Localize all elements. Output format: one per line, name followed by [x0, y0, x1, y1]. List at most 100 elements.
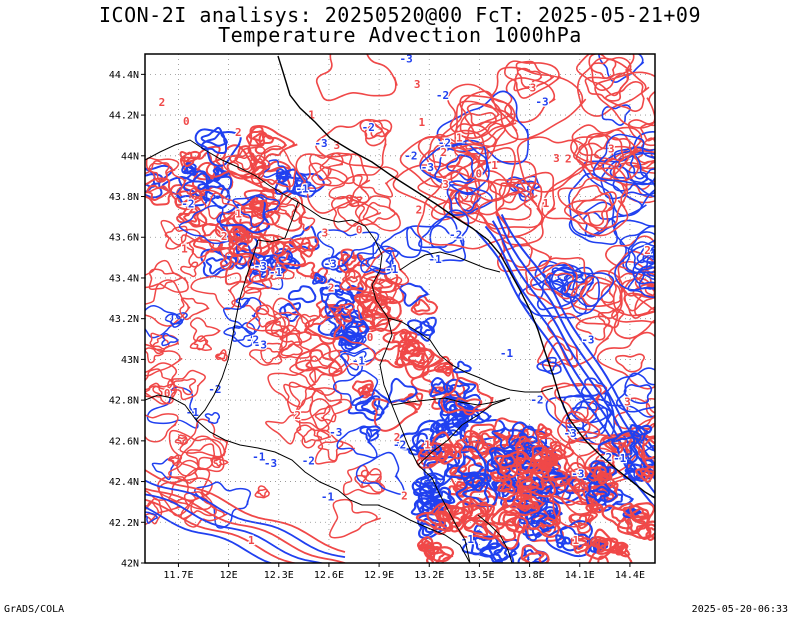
- cold-advection-contour: [601, 104, 632, 126]
- cold-advection-contour: [432, 381, 447, 395]
- warm-advection-contour: [360, 286, 383, 304]
- warm-advection-contour: [319, 152, 355, 185]
- contour-label: -2: [393, 439, 406, 452]
- contour-label: 3: [608, 143, 615, 156]
- contour-label: 2: [328, 282, 335, 295]
- cold-advection-contour: [614, 239, 655, 291]
- contour-label: 1: [418, 116, 425, 129]
- warm-advection-contour: [588, 54, 633, 91]
- cold-advection-contour: [380, 226, 423, 259]
- cold-advection-contour: [145, 511, 159, 524]
- warm-advection-contour: [426, 510, 447, 527]
- contour-label: 2: [565, 153, 572, 166]
- cold-advection-contour: [366, 249, 392, 271]
- cold-advection-contour: [560, 274, 600, 308]
- regional-border: [195, 239, 259, 421]
- cold-advection-contour: [496, 215, 655, 467]
- warm-advection-contour: [640, 123, 655, 142]
- warm-advection-contour: [368, 123, 384, 138]
- warm-advection-contour: [344, 255, 357, 266]
- cold-advection-contour: [204, 412, 221, 424]
- warm-advection-contour: [246, 274, 267, 290]
- contour-label: -3: [254, 338, 267, 351]
- warm-advection-contour: [640, 439, 655, 460]
- cold-advection-contour: [205, 257, 229, 275]
- warm-advection-contour: [440, 376, 494, 414]
- warm-advection-contour: [631, 507, 647, 519]
- contour-label: -2: [530, 393, 543, 406]
- cold-advection-contour: [550, 267, 615, 315]
- warm-advection-contour: [613, 543, 628, 556]
- contour-label: 2: [394, 431, 401, 444]
- warm-advection-contour: [539, 437, 558, 452]
- warm-advection-contour: [405, 344, 417, 353]
- cold-advection-contour: [399, 282, 429, 307]
- cold-advection-contour: [548, 266, 595, 304]
- warm-advection-contour: [595, 565, 610, 576]
- warm-advection-contour: [647, 527, 655, 537]
- lon-tick-label: 12.3E: [264, 570, 294, 581]
- warm-advection-contour: [542, 463, 568, 481]
- contour-label: 1: [573, 534, 580, 547]
- warm-advection-contour: [255, 308, 280, 328]
- warm-advection-contour: [557, 410, 601, 444]
- lat-tick-label: 44.2N: [109, 111, 139, 122]
- regional-border: [145, 394, 197, 421]
- warm-advection-contour: [254, 132, 288, 155]
- warm-advection-contour: [145, 497, 163, 525]
- warm-advection-contour: [520, 544, 550, 563]
- cold-advection-contour: [145, 479, 346, 558]
- contour-label: -3: [571, 467, 584, 480]
- warm-advection-contour: [454, 484, 466, 495]
- warm-advection-contour: [152, 383, 176, 405]
- warm-advection-contour: [502, 513, 518, 527]
- cold-advection-contour: [546, 509, 559, 519]
- warm-advection-contour: [568, 511, 598, 535]
- warm-advection-contour: [362, 386, 371, 394]
- contour-label: -2: [436, 89, 449, 102]
- cold-advection-contour: [536, 280, 577, 311]
- warm-advection-contour: [167, 454, 183, 467]
- map-title-line2: Temperature Advection 1000hPa: [218, 23, 582, 47]
- warm-advection-contour: [283, 383, 316, 414]
- warm-advection-contour: [256, 488, 269, 498]
- cold-advection-contour: [642, 245, 655, 265]
- warm-advection-contour: [633, 434, 655, 469]
- warm-advection-contour: [333, 304, 352, 317]
- warm-advection-contour: [397, 338, 422, 358]
- warm-advection-contour: [146, 184, 170, 201]
- lat-tick-label: 42N: [121, 559, 139, 570]
- warm-advection-contour: [145, 489, 182, 526]
- regional-border: [257, 201, 299, 243]
- warm-advection-contour: [231, 287, 270, 316]
- warm-advection-contour: [148, 162, 170, 182]
- warm-advection-contour: [378, 279, 402, 293]
- warm-advection-contour: [189, 189, 202, 200]
- warm-advection-contour: [362, 201, 397, 224]
- warm-advection-contour: [587, 134, 640, 170]
- contour-label: -1: [461, 533, 475, 546]
- contour-label: 1: [308, 109, 315, 122]
- warm-advection-contour: [509, 493, 535, 510]
- warm-advection-contour: [288, 381, 343, 421]
- cold-advection-contour: [336, 425, 378, 459]
- cold-advection-contour: [231, 325, 255, 342]
- cold-advection-contour: [500, 213, 655, 454]
- contour-label: -1: [252, 450, 266, 463]
- warm-advection-contour: [275, 240, 292, 258]
- warm-advection-contour: [423, 546, 455, 563]
- cold-advection-contour: [648, 248, 655, 264]
- warm-advection-contour: [644, 284, 655, 300]
- warm-advection-contour: [449, 465, 468, 481]
- cold-advection-contour: [628, 469, 641, 480]
- warm-advection-contour: [328, 336, 377, 376]
- cold-advection-contour: [360, 241, 394, 274]
- warm-advection-contour: [463, 514, 490, 537]
- warm-advection-contour: [579, 276, 623, 308]
- contour-label: -3: [323, 257, 336, 270]
- cold-advection-contour: [464, 473, 487, 489]
- contour-label: -2: [181, 197, 194, 210]
- cold-advection-contour: [235, 297, 251, 309]
- warm-advection-contour: [584, 528, 629, 561]
